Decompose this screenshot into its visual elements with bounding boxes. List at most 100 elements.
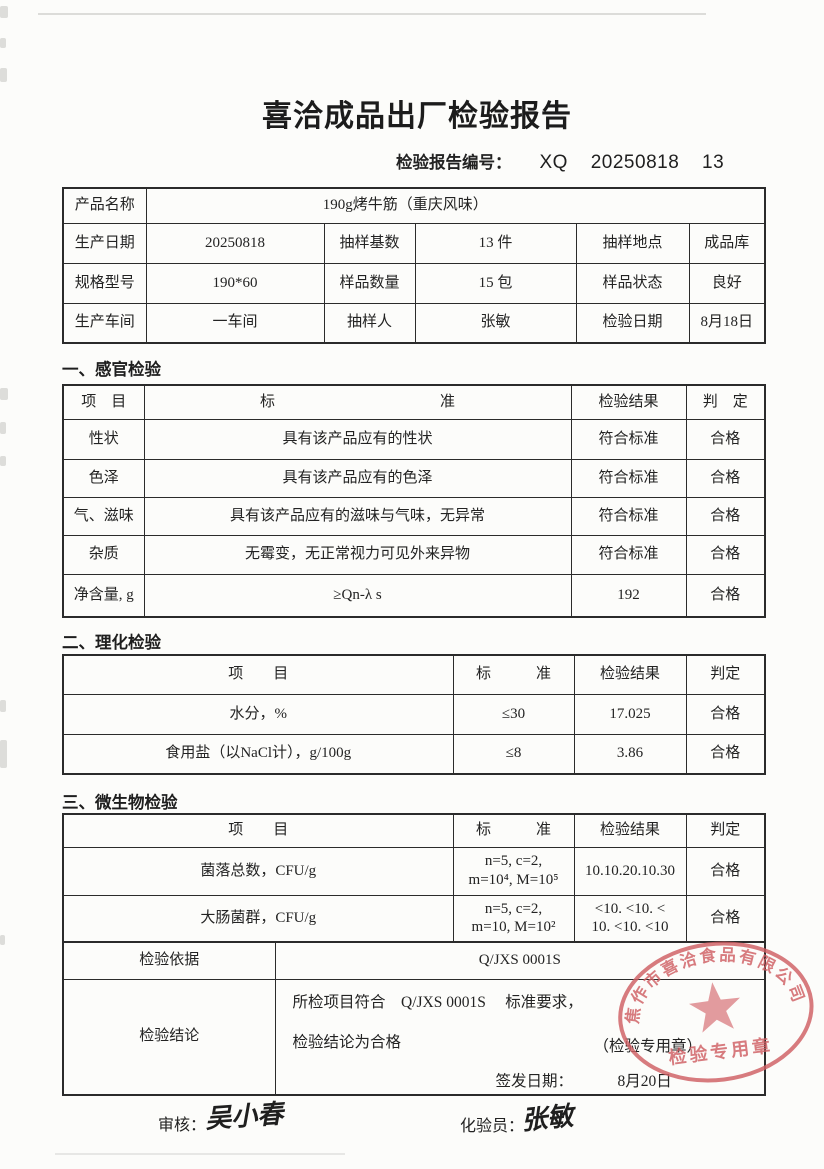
info-label-cell: 样品数量	[323, 262, 416, 304]
column-header: 标 准	[143, 384, 572, 420]
info-label-cell: 抽样地点	[575, 222, 690, 264]
column-header: 判 定	[685, 384, 766, 420]
column-header: 项 目	[62, 384, 145, 420]
info-label-cell: 产品名称	[62, 187, 147, 224]
judge-cell: 合格	[685, 534, 766, 575]
column-header: 项 目	[62, 654, 454, 695]
info-label-cell: 生产车间	[62, 302, 147, 344]
section-heading-micro: 三、微生物检验	[62, 793, 178, 812]
info-value-cell: 一车间	[145, 302, 325, 344]
info-label-cell: 抽样基数	[323, 222, 416, 264]
item-cell: 色泽	[62, 458, 145, 498]
info-value-cell: 成品库	[688, 222, 766, 264]
standard-cell: 无霉变，无正常视力可见外来异物	[143, 534, 572, 575]
column-header: 标 准	[452, 654, 575, 695]
info-label-cell: 抽样人	[323, 302, 416, 344]
item-cell: 水分，%	[62, 693, 454, 735]
standard-cell: n=5, c=2, m=10, M=10²	[452, 894, 575, 943]
item-cell: 菌落总数，CFU/g	[62, 846, 454, 896]
info-value-cell: 良好	[688, 262, 766, 304]
micro-table: 项 目 标 准 检验结果 判定 菌落总数，CFU/g n=5, c=2, m=1…	[62, 813, 766, 943]
info-label-cell: 检验日期	[575, 302, 690, 344]
info-value-cell: 190*60	[145, 262, 325, 304]
scan-artifact	[0, 38, 6, 48]
info-value-cell: 20250818	[145, 222, 325, 264]
scan-artifact	[0, 935, 5, 945]
conclusion-content-cell: 所检项目符合 Q/JXS 0001S 标准要求， 检验结论为合格 （检验专用章）…	[274, 978, 766, 1096]
result-cell: 符合标准	[570, 418, 687, 460]
result-cell: 符合标准	[570, 496, 687, 536]
judge-cell: 合格	[685, 418, 766, 460]
column-header: 项 目	[62, 813, 454, 848]
standard-cell: ≤30	[452, 693, 575, 735]
scan-artifact	[0, 68, 7, 82]
result-cell: <10. <10. < 10. <10. <10	[573, 894, 687, 943]
column-header: 判定	[685, 813, 766, 848]
scan-artifact	[0, 456, 6, 466]
scan-edge-line	[38, 13, 706, 15]
judge-cell: 合格	[685, 733, 766, 775]
column-header: 检验结果	[570, 384, 687, 420]
conclusion-line2: 检验结论为合格	[292, 1033, 402, 1051]
tester-signature: 张敏	[519, 1101, 575, 1137]
scan-artifact	[0, 6, 8, 18]
review-label: 审核：	[158, 1117, 207, 1134]
info-value-cell: 190g烤牛筋（重庆风味）	[145, 187, 766, 224]
scan-artifact	[0, 388, 8, 400]
info-label-cell: 生产日期	[62, 222, 147, 264]
result-cell: 符合标准	[570, 458, 687, 498]
info-value-cell: 8月18日	[688, 302, 766, 344]
tester-label: 化验员：	[460, 1118, 525, 1135]
section-heading-physchem: 二、理化检验	[62, 633, 161, 652]
item-cell: 气、滋味	[62, 496, 145, 536]
standard-cell: ≤8	[452, 733, 575, 775]
item-cell: 净含量, g	[62, 573, 145, 618]
judge-cell: 合格	[685, 693, 766, 735]
standard-cell: ≥Qn-λ s	[143, 573, 572, 618]
physchem-table: 项 目 标 准 检验结果 判定 水分，% ≤30 17.025 合格 食用盐（以…	[62, 654, 766, 775]
scan-artifact	[0, 700, 6, 712]
judge-cell: 合格	[685, 846, 766, 896]
info-value-cell: 13 件	[414, 222, 577, 264]
report-number-label: 检验报告编号：	[396, 153, 512, 172]
issue-date-value: 8月20日	[617, 1072, 672, 1090]
column-header: 标 准	[452, 813, 575, 848]
result-cell: 10.10.20.10.30	[573, 846, 687, 896]
item-cell: 性状	[62, 418, 145, 460]
result-cell: 符合标准	[570, 534, 687, 575]
sensory-table: 项 目 标 准 检验结果 判 定 性状 具有该产品应有的性状 符合标准 合格 色…	[62, 384, 766, 618]
standard-cell: n=5, c=2, m=10⁴, M=10⁵	[452, 846, 575, 896]
product-name-value: 190g烤牛筋（重庆风味）	[322, 197, 488, 214]
section-heading-sensory: 一、感官检验	[62, 360, 161, 379]
review-signature: 吴小春	[204, 1099, 285, 1135]
result-cell: 3.86	[573, 733, 687, 775]
result-cell: 192	[570, 573, 687, 618]
judge-cell: 合格	[685, 894, 766, 943]
conclusion-table: 检验依据 Q/JXS 0001S 检验结论 所检项目符合 Q/JXS 0001S…	[62, 941, 766, 1096]
scan-artifact	[0, 422, 6, 434]
item-cell: 杂质	[62, 534, 145, 575]
report-number-line: 检验报告编号： XQ 20250818 13	[396, 149, 724, 174]
conclusion-label-cell: 检验结论	[62, 978, 276, 1096]
column-header: 检验结果	[573, 813, 687, 848]
column-header: 检验结果	[573, 654, 687, 695]
standard-cell: 具有该产品应有的色泽	[143, 458, 572, 498]
item-cell: 食用盐（以NaCl计），g/100g	[62, 733, 454, 775]
standard-cell: 具有该产品应有的滋味与气味，无异常	[143, 496, 572, 536]
basis-label-cell: 检验依据	[62, 941, 276, 980]
column-header: 判定	[685, 654, 766, 695]
conclusion-line1: 所检项目符合 Q/JXS 0001S 标准要求，	[292, 993, 583, 1011]
judge-cell: 合格	[685, 458, 766, 498]
judge-cell: 合格	[685, 573, 766, 618]
scan-artifact	[0, 740, 7, 768]
info-value-cell: 张敏	[414, 302, 577, 344]
report-number-value: XQ 20250818 13	[539, 152, 725, 173]
result-cell: 17.025	[573, 693, 687, 735]
issue-date-label: 签发日期：	[495, 1072, 574, 1090]
page-title: 喜洽成品出厂检验报告	[262, 100, 572, 133]
info-label-cell: 规格型号	[62, 262, 147, 304]
product-info-table: 产品名称 190g烤牛筋（重庆风味） 生产日期 20250818 抽样基数 13…	[62, 187, 767, 344]
seal-note: （检验专用章）	[593, 1037, 703, 1055]
item-cell: 大肠菌群，CFU/g	[62, 894, 454, 943]
